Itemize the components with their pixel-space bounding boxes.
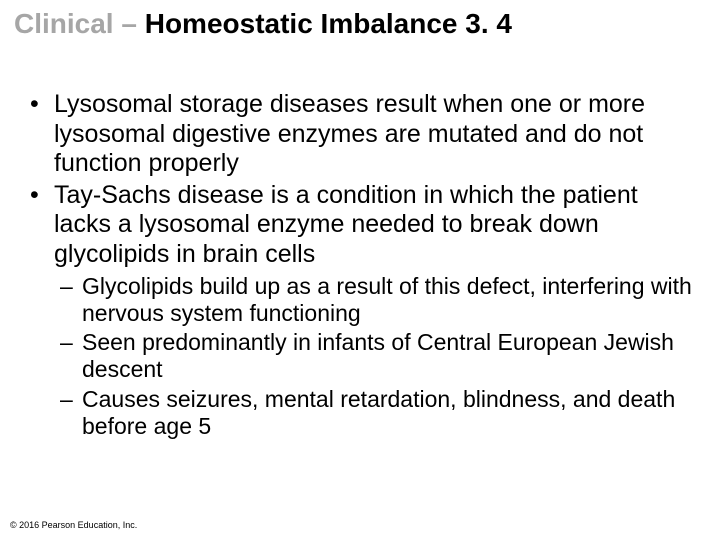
bullet-text: Lysosomal storage diseases result when o… [54,90,645,177]
copyright-footer: © 2016 Pearson Education, Inc. [10,520,137,530]
bullet-text: Seen predominantly in infants of Central… [82,329,674,382]
slide-body: Lysosomal storage diseases result when o… [20,90,692,442]
list-item: Glycolipids build up as a result of this… [54,273,692,327]
list-item: Tay-Sachs disease is a condition in whic… [20,181,692,440]
title-black-part: Homeostatic Imbalance 3. 4 [145,8,512,39]
bullet-list-level2: Glycolipids build up as a result of this… [54,273,692,440]
bullet-list-level1: Lysosomal storage diseases result when o… [20,90,692,440]
list-item: Seen predominantly in infants of Central… [54,329,692,383]
title-gray-part: Clinical – [14,8,145,39]
list-item: Causes seizures, mental retardation, bli… [54,386,692,440]
bullet-text: Tay-Sachs disease is a condition in whic… [54,181,638,268]
slide: Clinical – Homeostatic Imbalance 3. 4 Ly… [0,0,720,540]
slide-title: Clinical – Homeostatic Imbalance 3. 4 [14,8,706,40]
bullet-text: Causes seizures, mental retardation, bli… [82,386,675,439]
list-item: Lysosomal storage diseases result when o… [20,90,692,179]
bullet-text: Glycolipids build up as a result of this… [82,273,692,326]
